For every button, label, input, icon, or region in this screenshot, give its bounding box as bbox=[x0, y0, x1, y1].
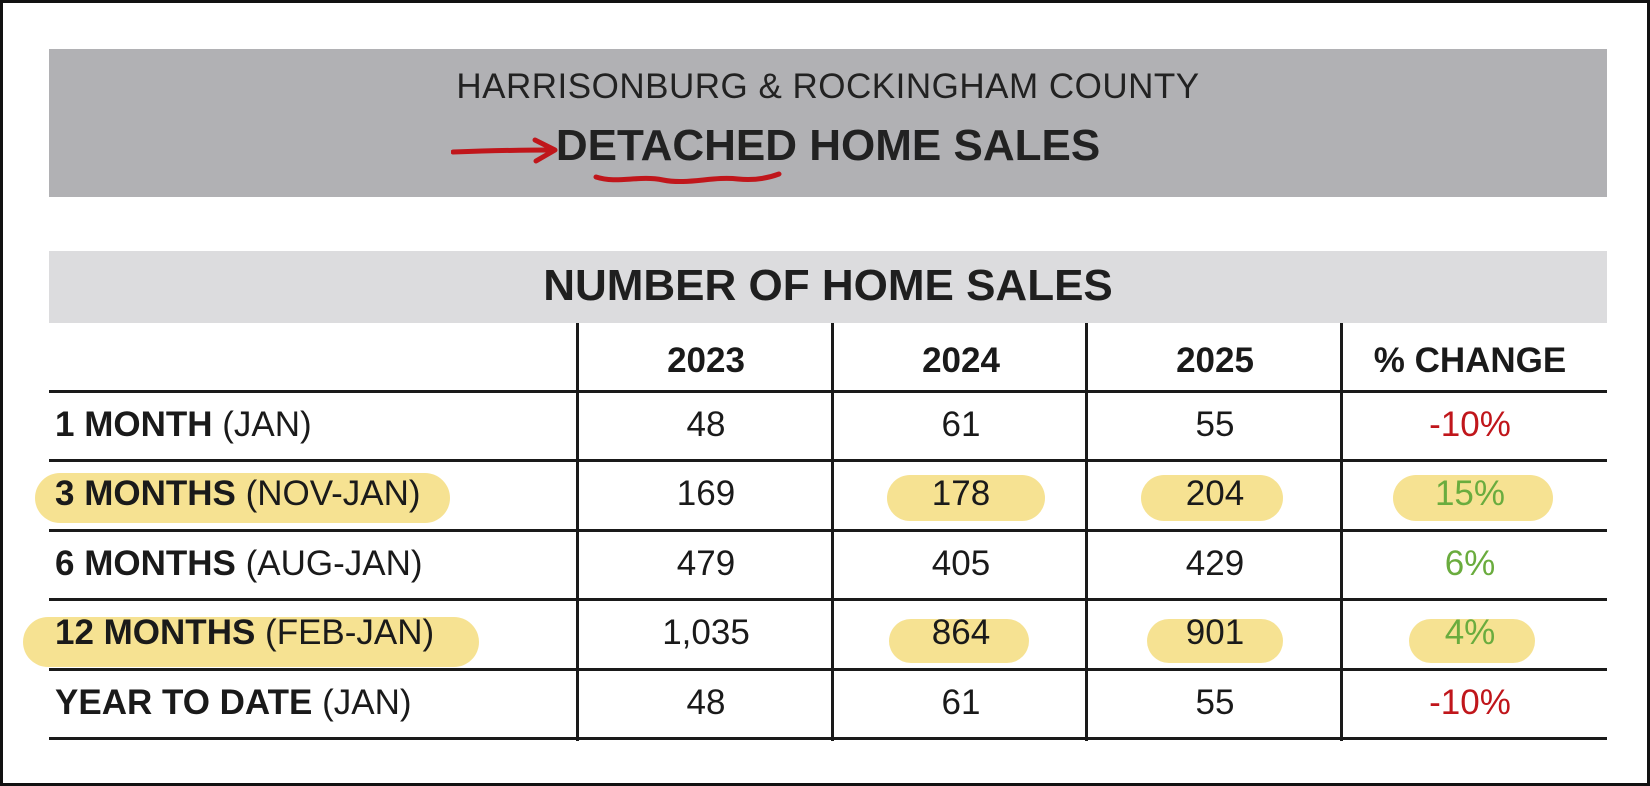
cell-2023: 169 bbox=[676, 474, 736, 513]
column-header-2025: 2025 bbox=[1176, 341, 1254, 380]
highlight-3-months-2024 bbox=[887, 475, 1045, 521]
row-label: 12 MONTHS (FEB-JAN) bbox=[55, 613, 435, 652]
table-title: NUMBER OF HOME SALES bbox=[543, 261, 1113, 310]
cell-2025: 55 bbox=[1195, 683, 1235, 722]
row-label: 1 MONTH (JAN) bbox=[55, 405, 312, 444]
row-divider bbox=[49, 459, 1607, 462]
cell-change: 15% bbox=[1434, 474, 1506, 513]
column-header-change: % CHANGE bbox=[1373, 341, 1567, 380]
row-divider bbox=[49, 390, 1607, 393]
row-divider bbox=[49, 529, 1607, 532]
cell-2024: 864 bbox=[931, 613, 991, 652]
highlight-12-months-change bbox=[1409, 619, 1535, 663]
column-divider bbox=[831, 323, 834, 741]
region-title: HARRISONBURG & ROCKINGHAM COUNTY bbox=[456, 67, 1200, 106]
highlight-12-months-label bbox=[23, 617, 479, 667]
cell-2025: 429 bbox=[1185, 544, 1245, 583]
page-title: DETACHED HOME SALES bbox=[49, 121, 1607, 171]
table-row: 3 MONTHS (NOV-JAN) 169 178 204 15% bbox=[49, 462, 1607, 531]
sales-table: 2023 2024 2025 % CHANGE 1 MONTH (JAN) 48… bbox=[23, 323, 1607, 741]
row-divider bbox=[49, 668, 1607, 671]
highlight-3-months-2025 bbox=[1141, 475, 1283, 521]
cell-2023: 479 bbox=[676, 544, 736, 583]
column-divider bbox=[1340, 323, 1343, 741]
cell-2025: 204 bbox=[1185, 474, 1245, 513]
cell-2023: 48 bbox=[686, 683, 726, 722]
red-arrow-icon bbox=[451, 137, 558, 164]
title-rest: HOME SALES bbox=[797, 121, 1101, 170]
cell-change: -10% bbox=[1429, 683, 1511, 722]
highlight-12-months-2025 bbox=[1147, 619, 1283, 663]
column-divider bbox=[1085, 323, 1088, 741]
cell-2024: 178 bbox=[931, 474, 991, 513]
cell-change: 4% bbox=[1444, 613, 1496, 652]
cell-2024: 61 bbox=[941, 683, 981, 722]
cell-2023: 48 bbox=[686, 405, 726, 444]
highlight-12-months-2024 bbox=[889, 619, 1029, 663]
table-row: 12 MONTHS (FEB-JAN) 1,035 864 901 4% bbox=[49, 601, 1607, 670]
cell-2023: 1,035 bbox=[662, 613, 750, 652]
column-header-2024: 2024 bbox=[922, 341, 1000, 380]
red-underline-icon bbox=[593, 171, 782, 185]
cell-2025: 55 bbox=[1195, 405, 1235, 444]
table-row: 6 MONTHS (AUG-JAN) 479 405 429 6% bbox=[49, 532, 1607, 601]
table-row: 1 MONTH (JAN) 48 61 55 -10% bbox=[49, 393, 1607, 462]
row-label: 3 MONTHS (NOV-JAN) bbox=[55, 474, 421, 513]
row-divider bbox=[49, 737, 1607, 740]
cell-2024: 61 bbox=[941, 405, 981, 444]
row-label: YEAR TO DATE (JAN) bbox=[55, 683, 412, 722]
table-title-band: NUMBER OF HOME SALES bbox=[49, 251, 1607, 323]
cell-2025: 901 bbox=[1185, 613, 1245, 652]
table-row: YEAR TO DATE (JAN) 48 61 55 -10% bbox=[49, 671, 1607, 740]
row-label: 6 MONTHS (AUG-JAN) bbox=[55, 544, 423, 583]
title-emphasis-word: DETACHED bbox=[555, 121, 798, 170]
cell-2024: 405 bbox=[931, 544, 991, 583]
cell-change: -10% bbox=[1429, 405, 1511, 444]
header-band: HARRISONBURG & ROCKINGHAM COUNTY DETACHE… bbox=[49, 49, 1607, 197]
column-divider bbox=[576, 323, 579, 741]
highlight-3-months-change bbox=[1393, 475, 1553, 521]
cell-change: 6% bbox=[1444, 544, 1496, 583]
column-header-2023: 2023 bbox=[667, 341, 745, 380]
row-divider bbox=[49, 598, 1607, 601]
highlight-3-months-label bbox=[35, 473, 450, 523]
